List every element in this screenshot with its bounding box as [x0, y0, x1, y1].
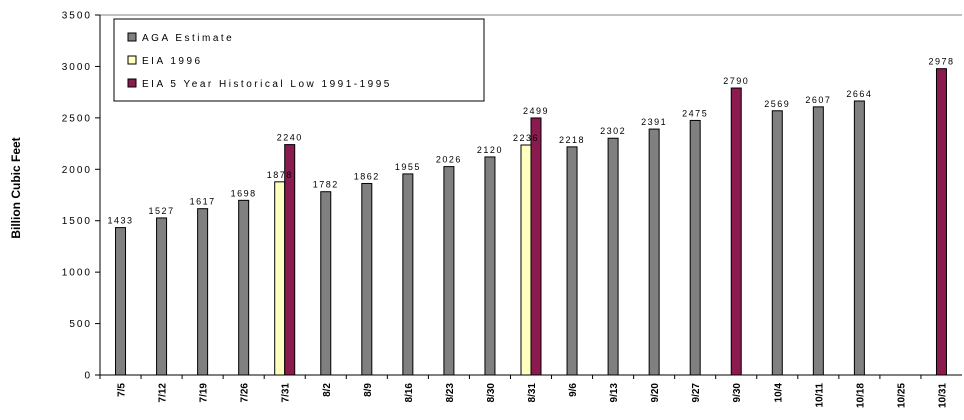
bar-8-9-s0	[361, 182, 373, 376]
data-label: 1698	[231, 188, 257, 198]
data-label: 2475	[682, 108, 708, 118]
bar-7-26-s0	[238, 199, 250, 376]
bar-9-13-s0	[607, 137, 619, 376]
data-label: 2236	[513, 133, 539, 143]
y-tick-label: 1000	[62, 268, 92, 279]
x-tick-label: 10/11	[814, 383, 825, 408]
x-tick-label: 7/12	[158, 383, 169, 403]
data-label: 1782	[313, 180, 339, 190]
data-label: 1433	[108, 216, 134, 226]
bar-10-4-s0	[771, 110, 783, 376]
bar-10-18-s0	[853, 100, 865, 376]
legend-label-aga-estimate: AGA Estimate	[142, 33, 234, 44]
y-tick-label: 3500	[62, 11, 92, 22]
data-label: 2569	[764, 99, 790, 109]
bar-8-30-s0	[484, 156, 496, 376]
data-label: 2607	[805, 95, 831, 105]
y-tick-label: 3000	[62, 62, 92, 73]
bar-8-31-s1	[520, 144, 532, 376]
x-tick-label: 9/6	[568, 383, 579, 397]
legend-swatch-eia-5yr-low	[127, 78, 137, 88]
x-tick-label: 8/31	[527, 383, 538, 403]
x-tick-label: 10/25	[896, 383, 907, 408]
data-label: 2391	[641, 117, 667, 127]
data-label: 2664	[846, 89, 872, 99]
y-tick-label: 2500	[62, 113, 92, 124]
x-tick-label: 9/30	[732, 383, 743, 403]
x-tick-label: 9/27	[691, 383, 702, 403]
y-tick-label: 1500	[62, 216, 92, 227]
bar-7-19-s0	[197, 208, 209, 376]
y-tick-labels: 0 500 1000 1500 2000 2500 3000 3500	[62, 11, 92, 382]
y-tick-label: 0	[84, 371, 92, 382]
x-tick-label: 8/23	[445, 383, 456, 403]
bar-8-31-s2	[530, 117, 542, 376]
data-label: 2790	[723, 76, 749, 86]
bar-9-30-s2	[730, 87, 742, 376]
data-label: 2026	[436, 155, 462, 165]
data-label: 1617	[190, 197, 216, 207]
x-tick-label: 10/4	[773, 383, 784, 403]
y-tick-label: 500	[69, 319, 92, 330]
data-label: 2499	[523, 106, 549, 116]
data-labels: 1433 1527 1617 1698 1878 2240 1782 1862 1955 2026…	[108, 57, 954, 226]
bar-7-5-s0	[115, 227, 127, 376]
x-tick-label: 7/26	[240, 383, 251, 403]
x-tick-label: 7/31	[281, 383, 292, 403]
bar-10-31-s2	[935, 68, 947, 376]
bar-9-27-s0	[689, 119, 701, 376]
data-label: 2240	[277, 133, 303, 143]
x-tick-label: 8/9	[363, 383, 374, 397]
bar-8-2-s0	[320, 191, 332, 376]
bar-10-11-s0	[812, 106, 824, 376]
legend-label-eia-1996: EIA 1996	[142, 56, 203, 67]
data-label: 2120	[477, 145, 503, 155]
x-tick-label: 10/31	[937, 383, 948, 408]
data-label: 2218	[559, 135, 585, 145]
bar-7-31-s1	[274, 181, 286, 376]
x-tick-label: 8/2	[322, 383, 333, 397]
data-label: 1862	[354, 171, 380, 181]
x-tick-labels: 7/5 7/12 7/19 7/26 7/31 8/2 8/9 8/16 8/23 8/30 8/3…	[117, 383, 949, 408]
x-tick-label: 7/5	[117, 383, 128, 397]
x-tick-label: 9/13	[609, 383, 620, 403]
x-tick-label: 8/30	[486, 383, 497, 403]
x-tick-label: 9/20	[650, 383, 661, 403]
bar-8-16-s0	[402, 173, 414, 376]
legend-box	[113, 18, 485, 102]
axes	[95, 14, 962, 379]
bar-9-20-s0	[648, 128, 660, 376]
data-label: 1878	[267, 170, 293, 180]
legend-swatch-eia-1996	[127, 55, 137, 65]
data-label: 1527	[149, 206, 175, 216]
x-tick-label: 8/16	[404, 383, 415, 403]
data-label: 2978	[928, 57, 954, 67]
bar-8-23-s0	[443, 166, 455, 376]
data-label: 1955	[395, 162, 421, 172]
x-tick-label: 10/18	[855, 383, 866, 408]
legend-swatch-aga-estimate	[127, 32, 137, 42]
data-label: 2302	[600, 126, 626, 136]
legend: AGA Estimate EIA 1996 EIA 5 Year Histori…	[113, 18, 485, 102]
x-tick-label: 7/19	[199, 383, 210, 403]
legend-label-eia-5yr-low: EIA 5 Year Historical Low 1991-1995	[142, 79, 392, 90]
bar-7-12-s0	[156, 217, 168, 376]
y-axis-label: Billion Cubic Feet	[9, 137, 23, 238]
bar-9-6-s0	[566, 146, 578, 376]
y-tick-label: 2000	[62, 165, 92, 176]
